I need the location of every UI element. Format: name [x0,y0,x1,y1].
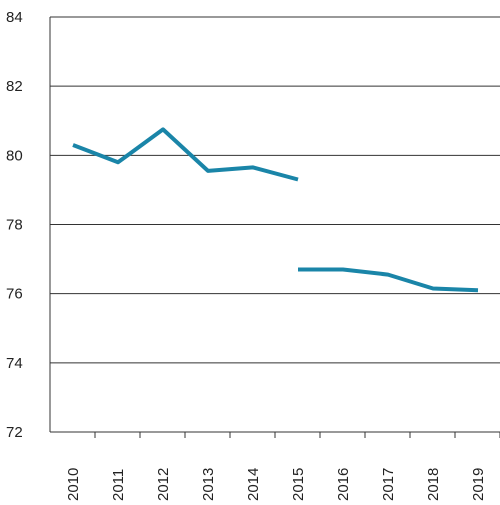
y-tick-label: 84 [6,9,23,26]
gridlines [50,16,500,433]
x-tick-label: 2018 [425,468,442,501]
x-tick-label: 2019 [470,468,487,501]
x-tick-label: 2016 [335,468,352,501]
x-tick-label: 2017 [380,468,397,501]
y-tick-label: 80 [6,147,23,164]
y-tick-label: 78 [6,217,23,234]
y-tick-label: 82 [6,78,23,95]
y-tick-label: 74 [6,355,23,372]
x-tick-label: 2014 [245,468,262,501]
x-tick-label: 2013 [200,468,217,501]
x-tick-label: 2012 [155,468,172,501]
series-line-1 [72,127,299,182]
x-tick-label: 2010 [65,468,82,501]
y-tick-label: 72 [6,424,23,441]
y-axis-tick-labels: 72 74 76 78 80 82 84 [6,9,23,441]
x-axis-tick-labels: 2010 2011 2012 2013 2014 2015 2016 2017 2018 2019 [65,468,487,501]
y-tick-label: 76 [6,286,23,303]
series-line-2 [298,267,479,293]
x-axis [49,17,500,438]
series-group [72,127,479,293]
x-tick-label: 2015 [290,468,307,501]
x-tick-label: 2011 [110,469,127,501]
